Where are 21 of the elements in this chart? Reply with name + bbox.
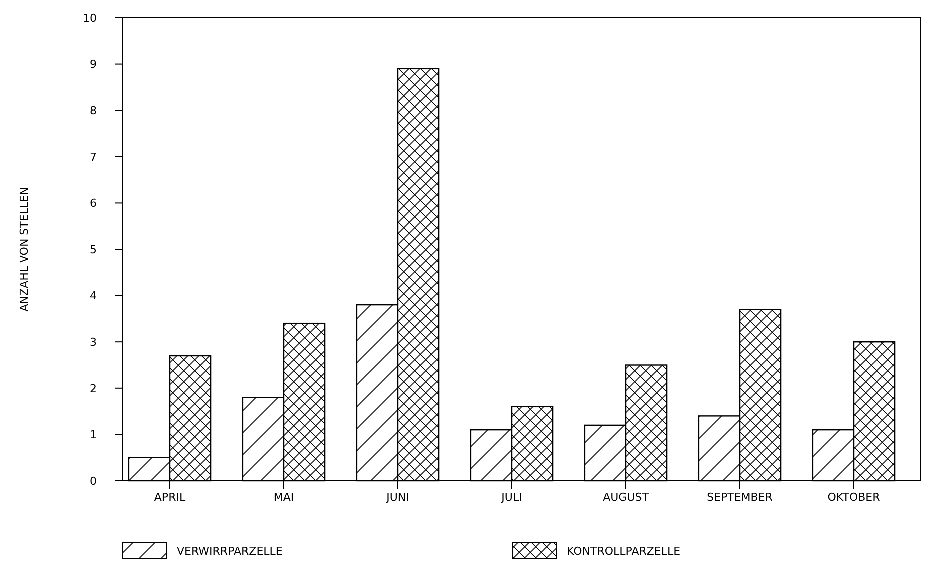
legend-label: KONTROLLPARZELLE — [567, 544, 681, 558]
legend-label: VERWIRRPARZELLE — [177, 544, 283, 558]
x-tick-label: AUGUST — [603, 491, 650, 504]
y-tick-label: 3 — [90, 336, 97, 349]
y-tick-label: 6 — [90, 197, 97, 210]
x-tick-label: JULI — [500, 491, 522, 504]
y-tick-label: 1 — [90, 428, 97, 442]
y-tick-label: 2 — [90, 382, 97, 396]
x-tick-label: MAI — [274, 491, 294, 504]
x-tick-label: JUNI — [386, 491, 410, 504]
y-tick-label: 10 — [83, 12, 97, 25]
y-axis-title: ANZAHL VON STELLEN — [18, 187, 31, 312]
x-tick-label: APRIL — [154, 491, 186, 504]
y-tick-label: 5 — [90, 243, 97, 256]
y-tick-label: 4 — [90, 290, 97, 303]
y-tick-label: 8 — [90, 104, 97, 118]
x-tick-label: OKTOBER — [828, 491, 881, 504]
x-tick-label: SEPTEMBER — [707, 491, 774, 504]
y-tick-label: 9 — [90, 58, 97, 72]
y-tick-label: 0 — [90, 474, 97, 488]
y-tick-label: 7 — [90, 150, 97, 164]
